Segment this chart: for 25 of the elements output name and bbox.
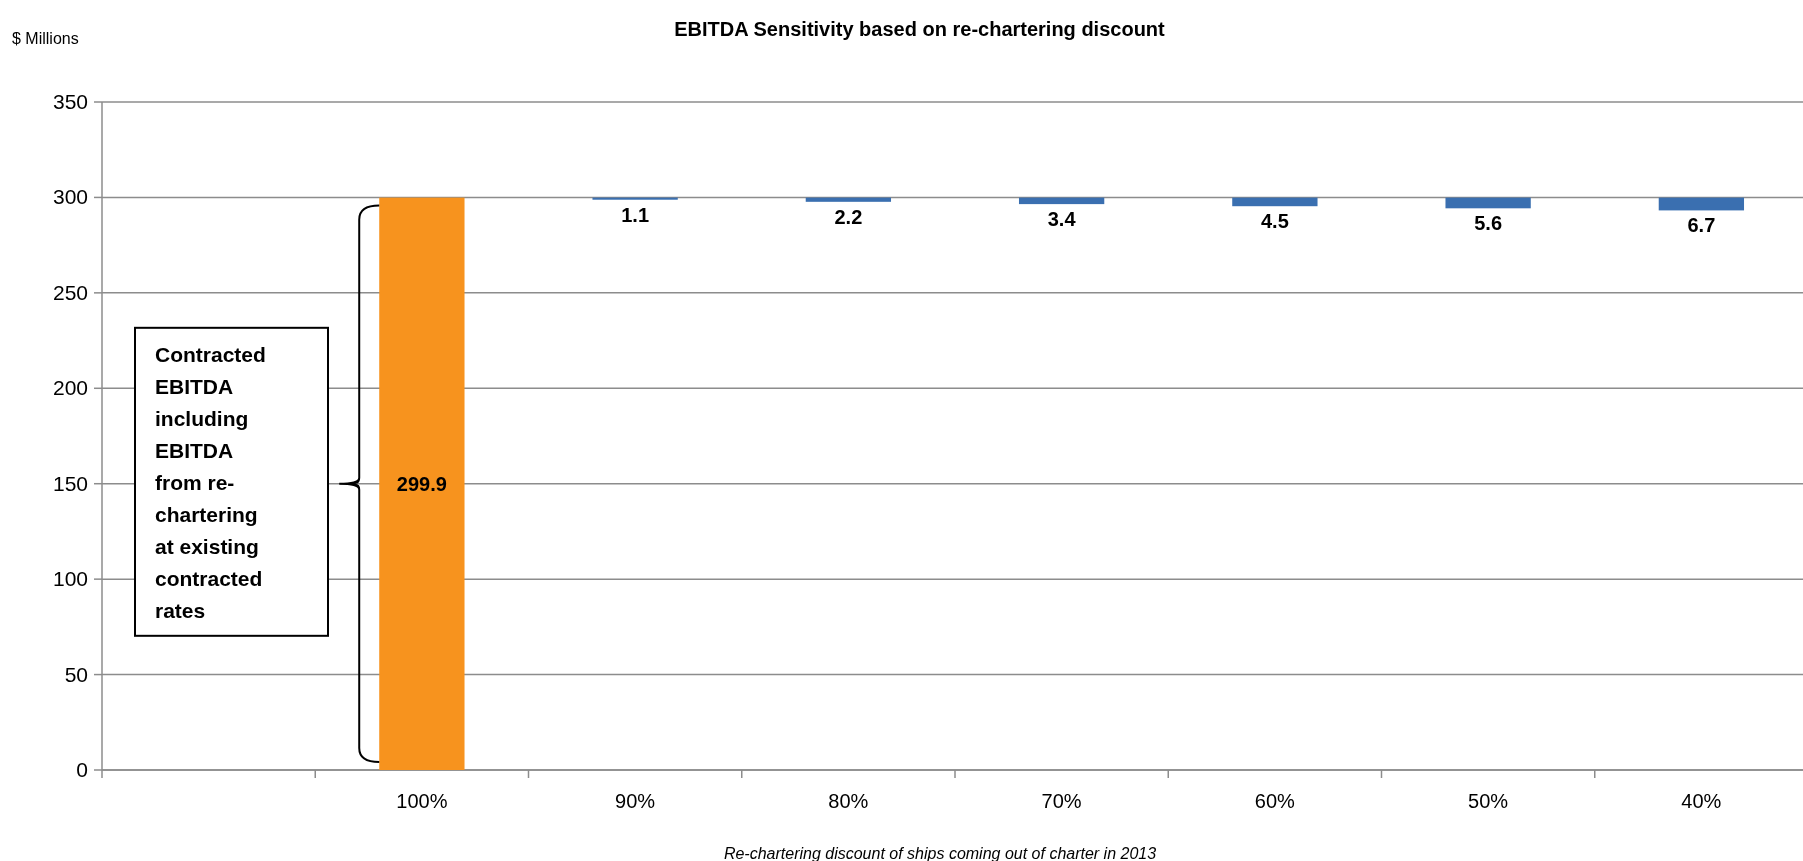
y-axis-title: $ Millions xyxy=(12,30,79,47)
chart-title: EBITDA Sensitivity based on re-chartering discount xyxy=(674,18,1166,40)
data-label: 2.2 xyxy=(834,205,863,228)
text: Contracted EBITDA including EBITDA from re-chartering at existing contracted rates xyxy=(155,342,266,622)
y-tick-label: 0 xyxy=(76,758,88,781)
x-tick-label: 90% xyxy=(615,790,656,812)
x-tick-label: 80% xyxy=(828,790,869,812)
x-tick-label: 40% xyxy=(1681,790,1722,812)
y-tick-label: 100 xyxy=(52,567,88,591)
x-tick-label: 50% xyxy=(1468,790,1509,812)
y-tick-label: 150 xyxy=(52,471,88,495)
y-tick-label: 200 xyxy=(52,376,88,400)
data-label: 5.6 xyxy=(1474,212,1503,235)
y-tick-label: 350 xyxy=(52,90,88,113)
data-label: 3.4 xyxy=(1047,208,1077,231)
data-label: 299.9 xyxy=(396,472,447,495)
data-label: 1.1 xyxy=(621,203,650,226)
x-tick-label: 60% xyxy=(1254,790,1296,812)
x-tick-label: 100% xyxy=(396,790,448,812)
x-tick-label: 70% xyxy=(1041,790,1082,812)
data-label: 6.7 xyxy=(1687,214,1716,237)
y-tick-label: 300 xyxy=(52,185,88,209)
y-tick-label: 250 xyxy=(52,280,88,304)
y-tick-label: 50 xyxy=(64,662,88,686)
data-label: 4.5 xyxy=(1260,210,1289,233)
